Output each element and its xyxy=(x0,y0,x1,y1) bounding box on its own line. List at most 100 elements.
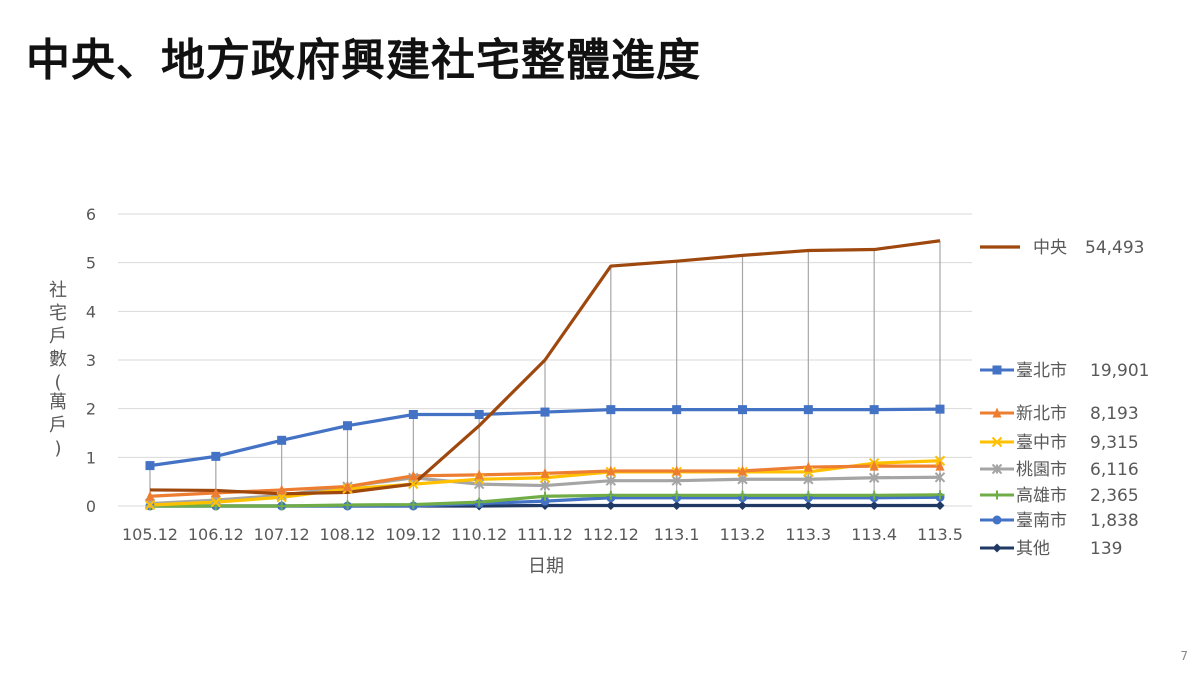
data-point-star xyxy=(934,472,946,483)
data-point-x xyxy=(144,499,156,511)
data-point-square xyxy=(672,405,682,415)
y-axis-title-char: 戶 xyxy=(49,326,67,347)
y-axis-title-char: 萬 xyxy=(49,392,67,413)
data-point-x xyxy=(408,478,419,490)
x-axis-ticks: 105.12 106.12 107.12 108.12 109.12 110.12 111.… xyxy=(122,525,963,544)
y-tick-label: 3 xyxy=(86,351,96,370)
x-tick-label: 112.12 xyxy=(583,525,639,544)
data-point-triangle xyxy=(277,484,287,495)
data-point-triangle xyxy=(343,481,352,492)
x-tick-label: 113.3 xyxy=(785,525,831,544)
legend-label: 桃園市 xyxy=(1016,460,1067,480)
data-point-triangle xyxy=(803,461,813,472)
y-axis-title-char: 宅 xyxy=(49,303,67,324)
x-tick-label: 113.5 xyxy=(917,525,963,544)
data-point-square xyxy=(343,421,352,431)
data-point-triangle xyxy=(408,470,418,481)
legend-label: 臺南市 xyxy=(1016,511,1067,531)
legend-label: 中央 xyxy=(1033,238,1067,258)
data-point-diamond xyxy=(672,501,682,511)
series-markers xyxy=(144,404,946,511)
legend-value: 2,365 xyxy=(1090,486,1139,506)
legend-entry: 臺中市 9,315 xyxy=(980,433,1139,453)
data-point-triangle xyxy=(935,460,945,471)
y-tick-label: 1 xyxy=(86,448,96,467)
data-point-diamond xyxy=(738,501,747,511)
legend-value: 9,315 xyxy=(1090,433,1139,453)
data-point-x xyxy=(991,436,1003,448)
data-point-square xyxy=(869,405,879,415)
data-point-x-stroke xyxy=(144,499,156,511)
legend-value: 6,116 xyxy=(1090,460,1139,480)
data-point-triangle xyxy=(606,465,616,476)
data-point-triangle xyxy=(738,465,747,476)
legend-entry: 臺南市 1,838 xyxy=(980,511,1139,531)
data-point-square xyxy=(540,407,550,417)
legend-value: 139 xyxy=(1090,539,1122,559)
data-point-diamond xyxy=(606,501,616,511)
data-point-triangle xyxy=(474,469,484,480)
legend-label: 臺北市 xyxy=(1016,361,1067,381)
legend-label: 新北市 xyxy=(1016,404,1067,424)
legend-entry: 其他 139 xyxy=(980,539,1122,559)
chart-legend: 中央 54,493 臺北市 19,901 新北市 8,193 臺中市 9,315 桃園市 6,11… xyxy=(980,238,1149,559)
data-point-plus xyxy=(869,490,879,500)
y-axis-title-char: ( xyxy=(54,372,61,393)
legend-entry: 臺北市 19,901 xyxy=(980,361,1149,381)
legend-value: 19,901 xyxy=(1090,361,1149,381)
y-tick-label: 0 xyxy=(86,497,96,516)
data-point-square xyxy=(211,451,221,461)
data-point-square xyxy=(145,461,155,471)
x-tick-label: 109.12 xyxy=(385,525,441,544)
x-tick-label: 113.1 xyxy=(654,525,700,544)
page-number: 7 xyxy=(1180,649,1188,663)
x-tick-label: 110.12 xyxy=(451,525,507,544)
x-tick-label: 106.12 xyxy=(188,525,244,544)
data-point-star xyxy=(868,472,880,483)
data-point-square xyxy=(474,410,484,420)
x-tick-label: 113.4 xyxy=(851,525,897,544)
data-point-plus xyxy=(343,500,352,510)
data-point-triangle xyxy=(145,490,155,501)
data-point-plus xyxy=(935,490,945,500)
y-axis-title: 社宅戶數(萬戶) xyxy=(49,280,67,459)
data-point-triangle xyxy=(540,467,550,478)
slide-title: 中央、地方政府興建社宅整體進度 xyxy=(26,35,701,86)
legend-entry: 桃園市 6,116 xyxy=(980,460,1139,480)
legend-value: 54,493 xyxy=(1085,238,1144,258)
data-point-diamond xyxy=(935,501,945,511)
data-point-diamond xyxy=(803,501,813,511)
data-point-square xyxy=(277,435,287,445)
data-point-diamond xyxy=(869,501,879,511)
legend-entry: 高雄市 2,365 xyxy=(980,486,1139,506)
y-axis-title-char: 數 xyxy=(49,349,67,370)
y-tick-label: 5 xyxy=(86,254,96,273)
data-point-plus xyxy=(803,490,813,500)
legend-value: 8,193 xyxy=(1090,404,1139,424)
data-point-triangle xyxy=(869,460,879,471)
y-axis-title-char: 戶 xyxy=(49,415,67,436)
data-point-plus xyxy=(606,490,616,500)
data-point-circle xyxy=(992,515,1002,525)
data-point-square xyxy=(606,405,616,415)
data-point-circle xyxy=(540,496,550,506)
x-tick-label: 105.12 xyxy=(122,525,178,544)
data-point-diamond xyxy=(992,543,1002,553)
data-point-triangle xyxy=(672,465,682,476)
x-tick-label: 108.12 xyxy=(320,525,376,544)
data-point-triangle xyxy=(992,407,1002,418)
y-tick-label: 4 xyxy=(86,302,96,321)
legend-value: 1,838 xyxy=(1090,511,1139,531)
data-point-x xyxy=(210,496,222,508)
data-point-plus xyxy=(277,501,287,511)
y-axis-ticks: 0 1 2 3 4 5 6 xyxy=(86,205,96,516)
data-point-square xyxy=(803,405,813,415)
legend-entry: 中央 54,493 xyxy=(980,238,1144,258)
x-tick-label: 107.12 xyxy=(254,525,310,544)
data-point-star xyxy=(671,475,682,486)
data-point-square xyxy=(408,410,418,420)
x-axis-title: 日期 xyxy=(528,556,564,577)
data-point-plus xyxy=(540,491,550,501)
legend-entry: 新北市 8,193 xyxy=(980,404,1139,424)
